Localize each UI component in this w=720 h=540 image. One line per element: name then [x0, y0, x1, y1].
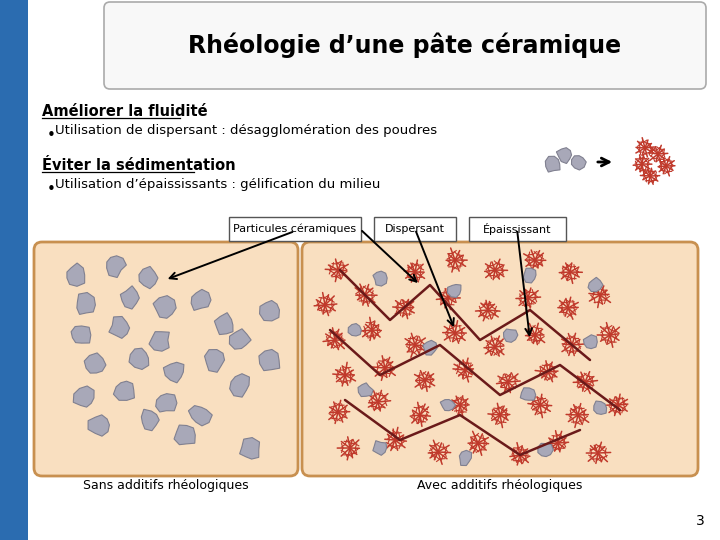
Polygon shape — [373, 271, 387, 286]
Polygon shape — [141, 409, 159, 431]
Polygon shape — [538, 443, 553, 457]
Polygon shape — [163, 362, 184, 383]
Polygon shape — [109, 316, 130, 339]
Text: Avec additifs rhéologiques: Avec additifs rhéologiques — [418, 478, 582, 491]
Polygon shape — [572, 156, 586, 170]
Polygon shape — [149, 332, 169, 351]
Polygon shape — [204, 349, 225, 372]
Polygon shape — [73, 386, 94, 407]
Polygon shape — [459, 450, 472, 465]
FancyBboxPatch shape — [229, 217, 361, 241]
Bar — [0, 0, 28, 540]
Polygon shape — [423, 340, 437, 355]
Polygon shape — [373, 441, 387, 455]
Polygon shape — [77, 293, 95, 314]
Text: Particules céramiques: Particules céramiques — [233, 224, 356, 234]
Polygon shape — [139, 266, 158, 289]
Polygon shape — [358, 383, 373, 396]
FancyBboxPatch shape — [469, 217, 566, 241]
Polygon shape — [120, 286, 140, 309]
Polygon shape — [447, 285, 461, 298]
Polygon shape — [71, 326, 91, 343]
Polygon shape — [174, 425, 195, 444]
Polygon shape — [259, 349, 280, 370]
Polygon shape — [84, 353, 106, 373]
Text: Sans additifs rhéologiques: Sans additifs rhéologiques — [84, 478, 249, 491]
Polygon shape — [259, 300, 279, 321]
Text: Utilisation de dispersant : désagglomération des poudres: Utilisation de dispersant : désaggloméra… — [55, 124, 437, 137]
Polygon shape — [67, 263, 85, 286]
Polygon shape — [88, 415, 109, 436]
Polygon shape — [114, 381, 135, 400]
Polygon shape — [215, 313, 233, 335]
FancyBboxPatch shape — [302, 242, 698, 476]
Text: Utilisation d’épaississants : gélification du milieu: Utilisation d’épaississants : gélificati… — [55, 178, 380, 191]
FancyBboxPatch shape — [374, 217, 456, 241]
Polygon shape — [189, 406, 212, 426]
FancyBboxPatch shape — [34, 242, 298, 476]
Polygon shape — [191, 289, 211, 310]
Polygon shape — [521, 388, 536, 400]
Text: Dispersant: Dispersant — [385, 224, 445, 234]
Text: Épaississant: Épaississant — [483, 223, 552, 235]
Text: Rhéologie d’une pâte céramique: Rhéologie d’une pâte céramique — [189, 33, 621, 58]
Polygon shape — [594, 401, 607, 414]
Polygon shape — [440, 400, 456, 410]
Polygon shape — [129, 348, 149, 369]
Polygon shape — [240, 437, 259, 459]
Polygon shape — [523, 268, 536, 283]
Polygon shape — [107, 256, 127, 278]
Polygon shape — [557, 148, 572, 164]
Polygon shape — [588, 278, 603, 292]
FancyBboxPatch shape — [104, 2, 706, 89]
Polygon shape — [545, 156, 560, 172]
Text: Améliorer la fluidité: Améliorer la fluidité — [42, 104, 207, 119]
Text: •: • — [47, 128, 56, 143]
Text: •: • — [47, 182, 56, 197]
Polygon shape — [503, 329, 518, 342]
Polygon shape — [153, 296, 176, 318]
Text: Éviter la sédimentation: Éviter la sédimentation — [42, 158, 235, 173]
Text: 3: 3 — [696, 514, 705, 528]
Polygon shape — [230, 329, 251, 349]
Polygon shape — [230, 374, 249, 397]
Polygon shape — [156, 394, 177, 412]
Polygon shape — [348, 323, 361, 336]
Polygon shape — [583, 335, 598, 349]
